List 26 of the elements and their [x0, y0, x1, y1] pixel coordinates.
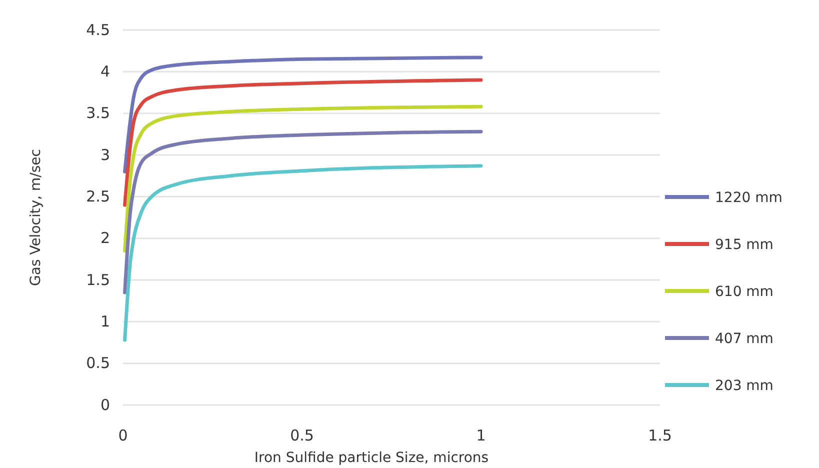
legend-label: 203 mm	[715, 378, 774, 394]
y-tick-label: 2	[100, 229, 110, 248]
y-tick-label: 1	[100, 312, 110, 330]
legend-label: 610 mm	[715, 284, 774, 300]
x-tick-label: 1.5	[648, 426, 672, 445]
y-tick-label: 0	[100, 396, 110, 414]
line-series	[123, 56, 483, 174]
y-tick-label: 4.5	[86, 20, 110, 39]
legend-label: 915 mm	[715, 236, 774, 253]
y-tick-label: 3.5	[86, 104, 110, 122]
y-tick-label: 4	[100, 62, 110, 80]
y-tick-label: 1.5	[86, 270, 110, 289]
y-tick-label: 3	[100, 146, 110, 164]
x-tick-label: 0	[118, 426, 128, 445]
x-tick-label: 0.5	[290, 426, 314, 445]
y-tick-label: 2.5	[86, 187, 110, 206]
line-series	[123, 78, 483, 207]
line-series	[123, 104, 483, 253]
line-series	[123, 164, 483, 342]
line-series	[123, 130, 483, 294]
y-tick-label: 0.5	[86, 354, 110, 372]
x-axis-title: Iron Sulfide particle Size, microns	[254, 450, 489, 466]
legend-label: 1220 mm	[715, 190, 782, 206]
y-axis-title: Gas Velocity, m/sec	[28, 149, 44, 286]
x-tick-label: 1	[476, 426, 486, 445]
legend-label: 407 mm	[715, 330, 774, 347]
